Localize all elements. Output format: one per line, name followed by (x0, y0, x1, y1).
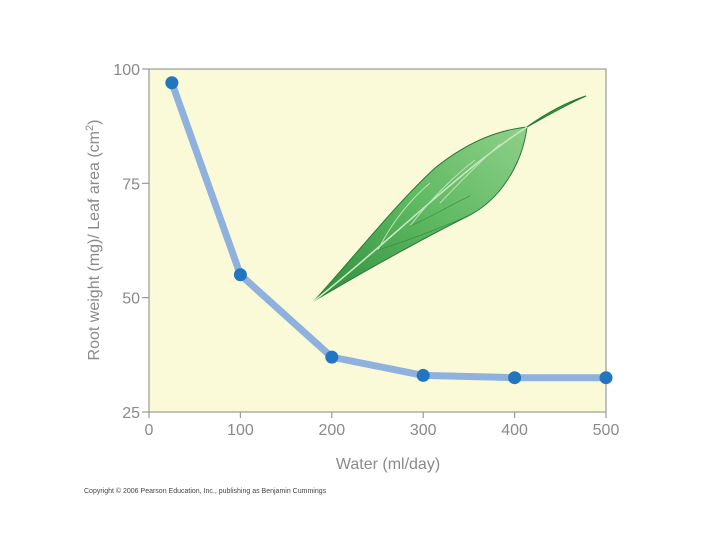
y-tick-label: 50 (122, 291, 140, 308)
data-points (165, 76, 613, 385)
data-point (508, 371, 522, 385)
x-tick-label: 500 (593, 422, 620, 439)
x-axis-label: Water (ml/day) (336, 456, 440, 473)
data-point (325, 350, 339, 364)
y-tick-label: 100 (113, 62, 140, 79)
y-axis-label-main: Root weight (mg)/ Leaf area (cm (86, 131, 103, 360)
y-tick-label: 75 (122, 176, 140, 193)
data-point (165, 76, 179, 90)
x-tick-label: 200 (318, 422, 345, 439)
data-point (416, 368, 430, 382)
copyright-notice: Copyright © 2006 Pearson Education, Inc.… (84, 488, 327, 495)
leaf-illustration (313, 95, 587, 302)
x-axis: 0 100 200 300 400 500 (145, 412, 620, 439)
y-axis-label-close: ) (86, 120, 103, 125)
y-axis-label-superscript: 2 (84, 125, 96, 131)
y-axis-label: Root weight (mg)/ Leaf area (cm2) (84, 120, 103, 361)
x-tick-label: 0 (145, 422, 154, 439)
x-tick-label: 400 (501, 422, 528, 439)
x-tick-label: 300 (410, 422, 437, 439)
data-point (233, 268, 247, 282)
x-tick-label: 100 (227, 422, 254, 439)
y-tick-label: 25 (122, 405, 140, 422)
data-point (599, 371, 613, 385)
y-axis: 25 50 75 100 (113, 62, 149, 422)
series-line (168, 79, 610, 382)
